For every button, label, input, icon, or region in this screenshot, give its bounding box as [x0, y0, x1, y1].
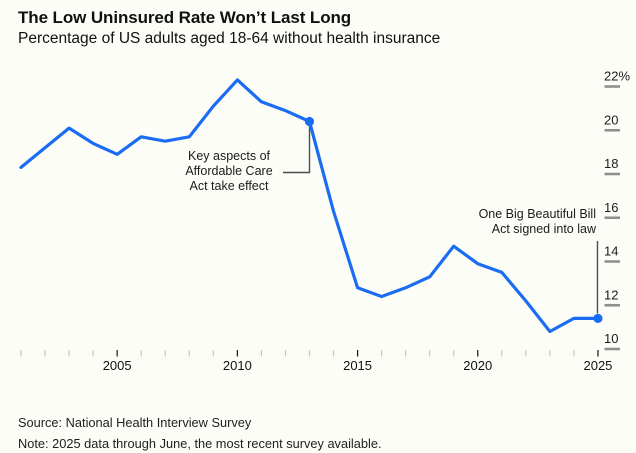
- annotation-text-line: Affordable Care: [185, 163, 273, 178]
- data-point-markers: [304, 116, 603, 323]
- annotation-one-big-beautiful-bill: One Big Beautiful Bill Act signed into l…: [420, 207, 596, 237]
- data-point-dot: [304, 116, 315, 127]
- annotation-affordable-care-act: Key aspects of Affordable Care Act take …: [168, 149, 290, 193]
- x-axis: 2005 2010 2015 2020 2025: [20, 350, 612, 373]
- svg-text:18: 18: [604, 156, 618, 171]
- svg-text:2010: 2010: [223, 358, 252, 373]
- y-axis: 10 12 14 16 18 20 22%: [604, 69, 630, 351]
- svg-text:2020: 2020: [463, 358, 492, 373]
- svg-text:14: 14: [604, 244, 618, 259]
- source-line: Source: National Health Interview Survey: [18, 415, 252, 430]
- chart-title: The Low Uninsured Rate Won’t Last Long: [18, 8, 352, 27]
- svg-text:10: 10: [604, 331, 618, 346]
- annotation-text-line: Act take effect: [189, 178, 269, 193]
- note-line: Note: 2025 data through June, the most r…: [18, 436, 382, 451]
- svg-text:20: 20: [604, 112, 618, 127]
- svg-text:12: 12: [604, 287, 618, 302]
- svg-text:2015: 2015: [343, 358, 372, 373]
- svg-text:2025: 2025: [583, 358, 612, 373]
- svg-text:2005: 2005: [103, 358, 132, 373]
- annotation-leader-lines: [283, 126, 599, 314]
- annotation-text-line: Key aspects of: [188, 149, 270, 163]
- svg-text:16: 16: [604, 200, 618, 215]
- data-point-dot: [593, 313, 603, 323]
- svg-text:22%: 22%: [604, 69, 630, 84]
- annotation-text-line: One Big Beautiful Bill: [478, 207, 596, 221]
- chart-subtitle: Percentage of US adults aged 18-64 witho…: [18, 30, 441, 47]
- annotation-text-line: Act signed into law: [491, 221, 596, 236]
